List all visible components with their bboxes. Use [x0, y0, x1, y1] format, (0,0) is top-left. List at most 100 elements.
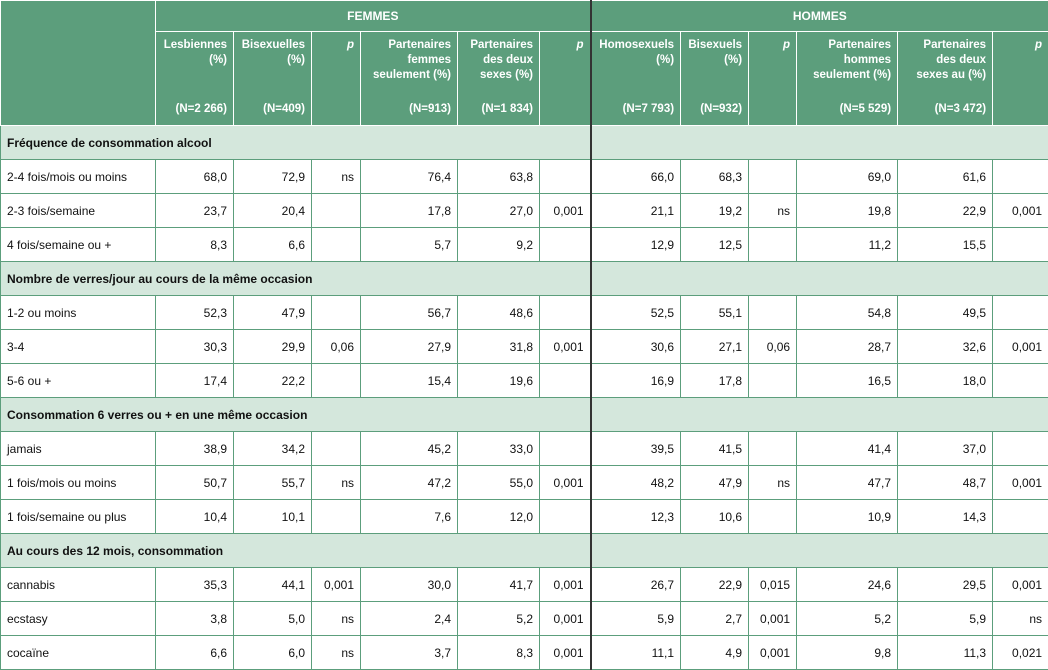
- column-label: Homosexuels (%): [598, 38, 675, 68]
- row-label: ecstasy: [1, 602, 156, 636]
- table-cell: [993, 500, 1048, 534]
- table-cell: 27,9: [361, 330, 458, 364]
- table-cell: 11,3: [898, 636, 993, 670]
- table-cell: 49,5: [898, 296, 993, 330]
- table-cell: 54,8: [797, 296, 898, 330]
- table-cell: 27,0: [458, 194, 540, 228]
- table-cell: 41,5: [681, 432, 749, 466]
- table-cell: 38,9: [156, 432, 234, 466]
- table-cell: 5,9: [898, 602, 993, 636]
- table-cell: 0,015: [749, 568, 797, 602]
- table-cell: [312, 194, 361, 228]
- table-cell: 41,7: [458, 568, 540, 602]
- table-cell: 45,2: [361, 432, 458, 466]
- table-cell: 76,4: [361, 160, 458, 194]
- table-cell: 15,5: [898, 228, 993, 262]
- table-cell: [540, 364, 591, 398]
- column-sample-size: (N=5 529): [840, 102, 891, 117]
- table-cell: 50,7: [156, 466, 234, 500]
- row-label: 1 fois/semaine ou plus: [1, 500, 156, 534]
- table-cell: 55,7: [234, 466, 312, 500]
- column-label: Partenaires des deux sexes (%): [464, 38, 533, 83]
- column-label: Bisexuelles (%): [240, 38, 305, 68]
- section-row: Nombre de verres/jour au cours de la mêm…: [1, 262, 1048, 296]
- table-cell: 0,001: [312, 568, 361, 602]
- column-label: p: [755, 38, 790, 53]
- table-cell: ns: [312, 636, 361, 670]
- table-cell: [749, 364, 797, 398]
- table-cell: 6,6: [156, 636, 234, 670]
- table-cell: 0,001: [749, 602, 797, 636]
- column-sample-size: (N=3 472): [935, 102, 986, 117]
- table-cell: 39,5: [591, 432, 681, 466]
- group-header-men: HOMMES: [591, 1, 1048, 32]
- column-header: p: [312, 32, 361, 126]
- table-cell: 16,9: [591, 364, 681, 398]
- table-cell: 0,001: [540, 636, 591, 670]
- column-label: p: [318, 38, 354, 53]
- column-header: Lesbiennes (%)(N=2 266): [156, 32, 234, 126]
- table-cell: 22,9: [681, 568, 749, 602]
- table-cell: [312, 432, 361, 466]
- column-header: p: [993, 32, 1048, 126]
- table-cell: 26,7: [591, 568, 681, 602]
- table-cell: 0,001: [540, 602, 591, 636]
- table-cell: 12,9: [591, 228, 681, 262]
- table-cell: 0,001: [540, 330, 591, 364]
- table-cell: 12,5: [681, 228, 749, 262]
- table-cell: 61,6: [898, 160, 993, 194]
- table-cell: 20,4: [234, 194, 312, 228]
- table-cell: 8,3: [156, 228, 234, 262]
- header-corner: [1, 1, 156, 126]
- table-cell: 19,2: [681, 194, 749, 228]
- column-label: p: [999, 38, 1042, 53]
- table-cell: 44,1: [234, 568, 312, 602]
- column-label: Partenaires des deux sexes au (%): [904, 38, 986, 83]
- column-header: Homosexuels (%) (N=7 793): [591, 32, 681, 126]
- table-cell: 30,0: [361, 568, 458, 602]
- table-cell: 5,7: [361, 228, 458, 262]
- column-sample-size: (N=7 793): [623, 102, 674, 117]
- table-cell: 47,2: [361, 466, 458, 500]
- table-cell: 6,6: [234, 228, 312, 262]
- table-cell: [540, 296, 591, 330]
- table-cell: 6,0: [234, 636, 312, 670]
- column-header: Partenaires des deux sexes (%) (N=1 834): [458, 32, 540, 126]
- group-header-women: FEMMES: [156, 1, 591, 32]
- table-cell: 10,4: [156, 500, 234, 534]
- table-header: FEMMES HOMMES Lesbiennes (%)(N=2 266)Bis…: [1, 1, 1048, 126]
- table-cell: [993, 228, 1048, 262]
- table-cell: 5,9: [591, 602, 681, 636]
- section-title: Nombre de verres/jour au cours de la mêm…: [1, 262, 591, 296]
- table-cell: 33,0: [458, 432, 540, 466]
- table-cell: 24,6: [797, 568, 898, 602]
- table-cell: 17,8: [681, 364, 749, 398]
- row-label: 2-3 fois/semaine: [1, 194, 156, 228]
- table-cell: 27,1: [681, 330, 749, 364]
- table-cell: 66,0: [591, 160, 681, 194]
- row-label: 1-2 ou moins: [1, 296, 156, 330]
- table-cell: 68,0: [156, 160, 234, 194]
- column-sample-size: (N=409): [263, 102, 305, 117]
- table-cell: 8,3: [458, 636, 540, 670]
- table-cell: [540, 432, 591, 466]
- table-cell: 9,8: [797, 636, 898, 670]
- column-header: Partenaires hommes seulement (%)(N=5 529…: [797, 32, 898, 126]
- section-fill: [591, 262, 1048, 296]
- table-cell: 0,001: [993, 330, 1048, 364]
- table-cell: 30,3: [156, 330, 234, 364]
- column-sample-size: (N=1 834): [482, 102, 533, 117]
- table-cell: ns: [312, 602, 361, 636]
- column-label: Partenaires femmes seulement (%): [367, 38, 451, 83]
- column-header: Partenaires femmes seulement (%)(N=913): [361, 32, 458, 126]
- table-cell: 55,1: [681, 296, 749, 330]
- table-cell: 9,2: [458, 228, 540, 262]
- table-cell: 17,4: [156, 364, 234, 398]
- section-title: Au cours des 12 mois, consommation: [1, 534, 591, 568]
